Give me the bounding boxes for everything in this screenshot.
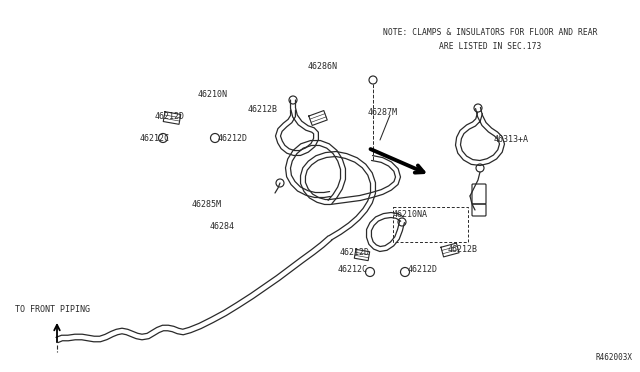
Text: 46285M: 46285M <box>192 200 222 209</box>
Text: R462003X: R462003X <box>595 353 632 362</box>
Text: 46210NA: 46210NA <box>393 210 428 219</box>
Text: 46287M: 46287M <box>368 108 398 117</box>
Text: NOTE: CLAMPS & INSULATORS FOR FLOOR AND REAR: NOTE: CLAMPS & INSULATORS FOR FLOOR AND … <box>383 28 597 37</box>
Text: 46212B: 46212B <box>448 245 478 254</box>
Text: ARE LISTED IN SEC.173: ARE LISTED IN SEC.173 <box>439 42 541 51</box>
Text: 46212C: 46212C <box>140 134 170 143</box>
Text: 46212B: 46212B <box>248 105 278 114</box>
Text: 46212D: 46212D <box>408 265 438 274</box>
Text: TO FRONT PIPING: TO FRONT PIPING <box>15 305 90 314</box>
Text: 46313+A: 46313+A <box>494 135 529 144</box>
Text: 46212D: 46212D <box>218 134 248 143</box>
Text: 46212D: 46212D <box>155 112 185 121</box>
Text: 46286N: 46286N <box>308 62 338 71</box>
Text: 46284: 46284 <box>210 222 235 231</box>
Text: 46210N: 46210N <box>198 90 228 99</box>
Text: 46212C: 46212C <box>338 265 368 274</box>
Text: 46212D: 46212D <box>340 248 370 257</box>
